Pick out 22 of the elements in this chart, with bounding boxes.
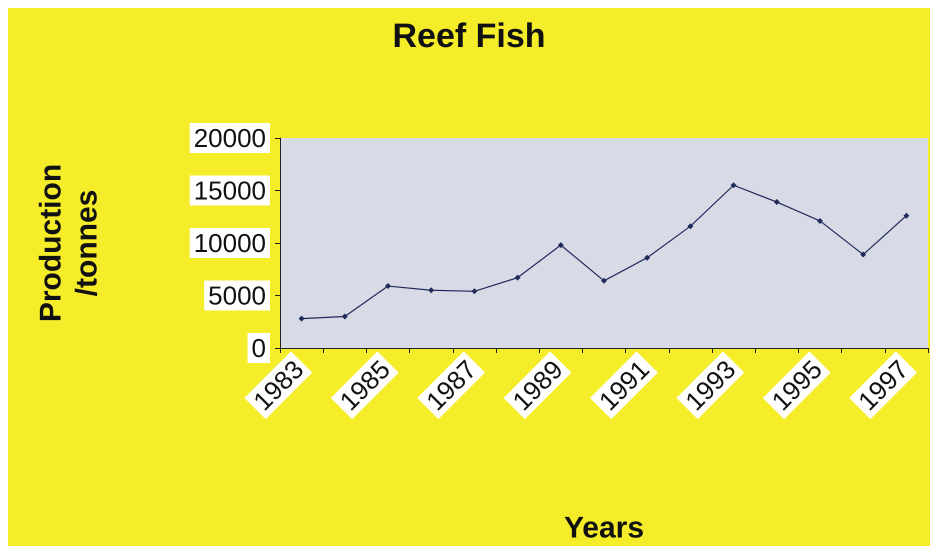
y-tick-label: 10000 xyxy=(194,228,266,258)
point xyxy=(385,283,391,290)
point xyxy=(471,288,478,294)
point xyxy=(817,218,823,224)
point xyxy=(428,287,434,294)
x-axis-title: Years xyxy=(564,512,644,544)
y-axis-title: Production /tonnes xyxy=(34,164,104,322)
point xyxy=(342,314,348,320)
point xyxy=(774,199,780,206)
point xyxy=(601,278,607,284)
point xyxy=(514,274,521,281)
point xyxy=(687,223,694,230)
y-tick-label: 20000 xyxy=(194,123,266,153)
point xyxy=(644,254,650,261)
point xyxy=(730,182,737,188)
point xyxy=(298,316,305,322)
point xyxy=(558,242,564,248)
point xyxy=(903,212,910,219)
chart-title: Reef Fish xyxy=(392,17,546,55)
y-tick-label: 15000 xyxy=(194,176,266,206)
point xyxy=(860,252,866,258)
y-tick-label: 5000 xyxy=(208,280,266,310)
